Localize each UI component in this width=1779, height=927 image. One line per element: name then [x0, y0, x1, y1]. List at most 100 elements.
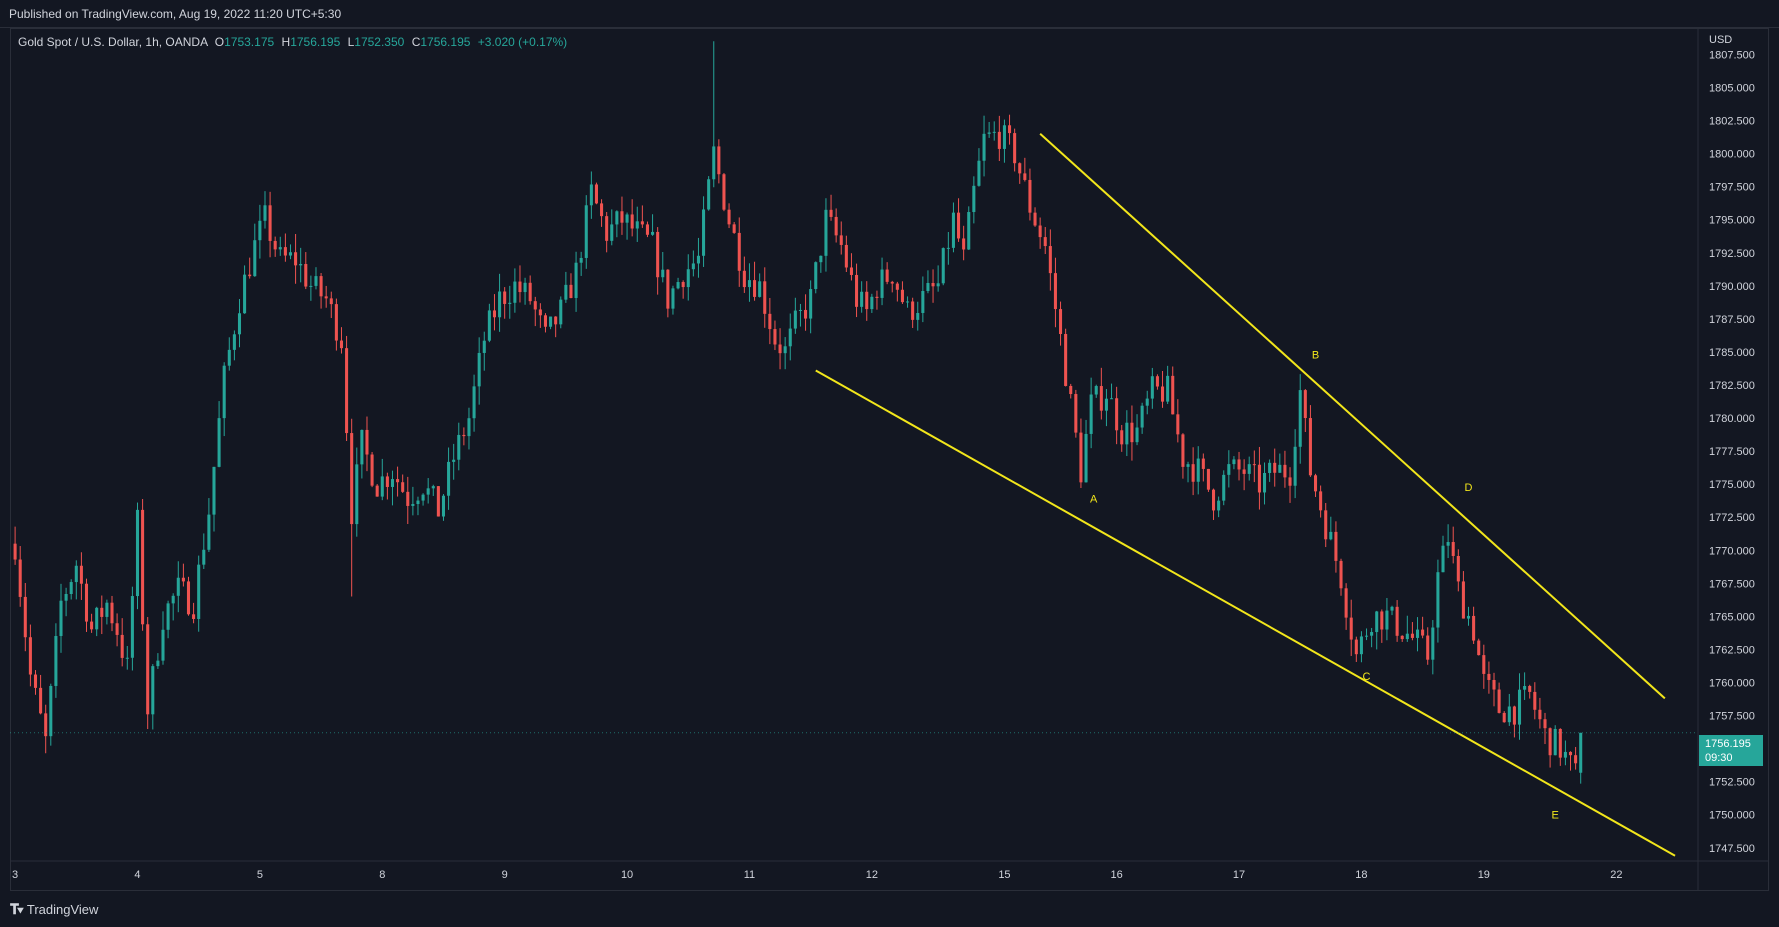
time-tick-label: 12: [866, 869, 878, 881]
candle-body: [1176, 414, 1180, 435]
candle-body: [671, 288, 675, 309]
candle-body: [436, 486, 440, 517]
candle-body: [1461, 581, 1465, 619]
price-tick-label: 1772.500: [1709, 512, 1755, 524]
candle-body: [23, 596, 27, 638]
high-value: 1756.195: [290, 35, 341, 49]
price-tick-label: 1782.500: [1709, 380, 1755, 392]
price-tick-label: 1747.500: [1709, 843, 1755, 855]
candle-body: [543, 315, 547, 327]
candle-body: [472, 386, 476, 419]
candle-body: [350, 433, 354, 525]
candle-body: [380, 476, 384, 497]
price-tick-label: 1765.000: [1709, 611, 1755, 623]
price-tick-label: 1802.500: [1709, 116, 1755, 128]
price-tick-label: 1750.000: [1709, 810, 1755, 822]
candle-body: [1273, 462, 1277, 473]
candle-body: [645, 224, 649, 235]
candle-body: [192, 614, 196, 619]
candle-body: [666, 269, 670, 309]
candle-body: [1089, 394, 1093, 434]
candle-body: [1303, 390, 1307, 419]
price-tick-label: 1760.000: [1709, 678, 1755, 690]
candle-body: [69, 582, 73, 594]
candle-body: [1262, 472, 1267, 493]
candle-body: [74, 565, 78, 583]
candle-body: [411, 504, 415, 506]
candle-body: [1354, 639, 1358, 655]
candle-body: [39, 687, 43, 714]
candle-body: [319, 276, 323, 297]
candle-body: [487, 310, 491, 341]
wave-label-b: B: [1312, 350, 1319, 362]
candle-body: [156, 660, 160, 667]
candle-body: [84, 583, 89, 622]
candle-body: [768, 313, 772, 330]
candle-body: [1359, 636, 1363, 655]
candle-body: [916, 312, 920, 320]
candle-body: [498, 291, 502, 318]
candle-body: [513, 281, 517, 303]
candle-body: [584, 205, 588, 258]
candle-body: [640, 221, 644, 225]
candle-body: [696, 255, 700, 264]
candle-body: [773, 329, 777, 345]
price-tick-label: 1780.000: [1709, 413, 1755, 425]
candle-body: [1553, 728, 1557, 756]
candle-body: [1456, 555, 1460, 582]
lower-trendline: [815, 369, 1676, 857]
candle-body: [574, 262, 578, 298]
candle-body: [1120, 430, 1124, 445]
candle-body: [248, 274, 252, 277]
low-label: L: [347, 35, 355, 49]
candle-body: [1446, 542, 1450, 546]
candle-body: [1201, 458, 1205, 469]
candle-body: [181, 577, 185, 582]
candle-body: [1268, 462, 1272, 473]
candle-body: [1135, 427, 1139, 443]
candle-body: [278, 247, 282, 250]
candle-body: [793, 310, 797, 329]
candle-body: [1472, 615, 1476, 641]
candle-body: [717, 146, 721, 175]
candle-body: [355, 464, 359, 525]
candle-body: [314, 276, 318, 286]
candle-body: [406, 491, 410, 506]
candle-body: [334, 304, 338, 341]
candle-body: [1538, 709, 1542, 720]
last-price-tag: 1756.195 09:30: [1699, 735, 1763, 766]
tradingview-logo[interactable]: 𝐓▾ TradingView: [10, 901, 98, 918]
candle-body: [1186, 464, 1190, 467]
candle-body: [477, 352, 481, 387]
price-tick-label: 1767.500: [1709, 578, 1755, 590]
candle-body: [1344, 588, 1348, 618]
candle-body: [227, 349, 231, 366]
candle-body: [1308, 418, 1312, 476]
candle-body: [161, 629, 165, 661]
candle-body: [656, 231, 660, 278]
candle-body: [1380, 611, 1384, 630]
candle-body: [1533, 691, 1537, 710]
chart-frame[interactable]: [10, 28, 1769, 891]
candle-body: [1079, 432, 1083, 483]
candle-body: [1558, 728, 1562, 758]
candle-body: [880, 269, 884, 298]
candle-body: [875, 296, 879, 298]
candle-body: [1517, 689, 1522, 725]
open-label: O: [214, 35, 225, 49]
candle-body: [1242, 469, 1246, 474]
candle-body: [1074, 394, 1078, 433]
candle-body: [1232, 459, 1236, 465]
candle-body: [304, 264, 308, 287]
candle-body: [625, 214, 629, 223]
candle-body: [166, 603, 170, 630]
close-label: C: [411, 35, 421, 49]
candle-body: [263, 205, 267, 221]
candle-body: [559, 299, 563, 325]
candle-body: [895, 283, 899, 290]
candle-body: [1405, 633, 1409, 640]
candle-body: [1319, 491, 1323, 511]
candle-body: [1125, 422, 1129, 445]
candle-body: [523, 282, 527, 293]
